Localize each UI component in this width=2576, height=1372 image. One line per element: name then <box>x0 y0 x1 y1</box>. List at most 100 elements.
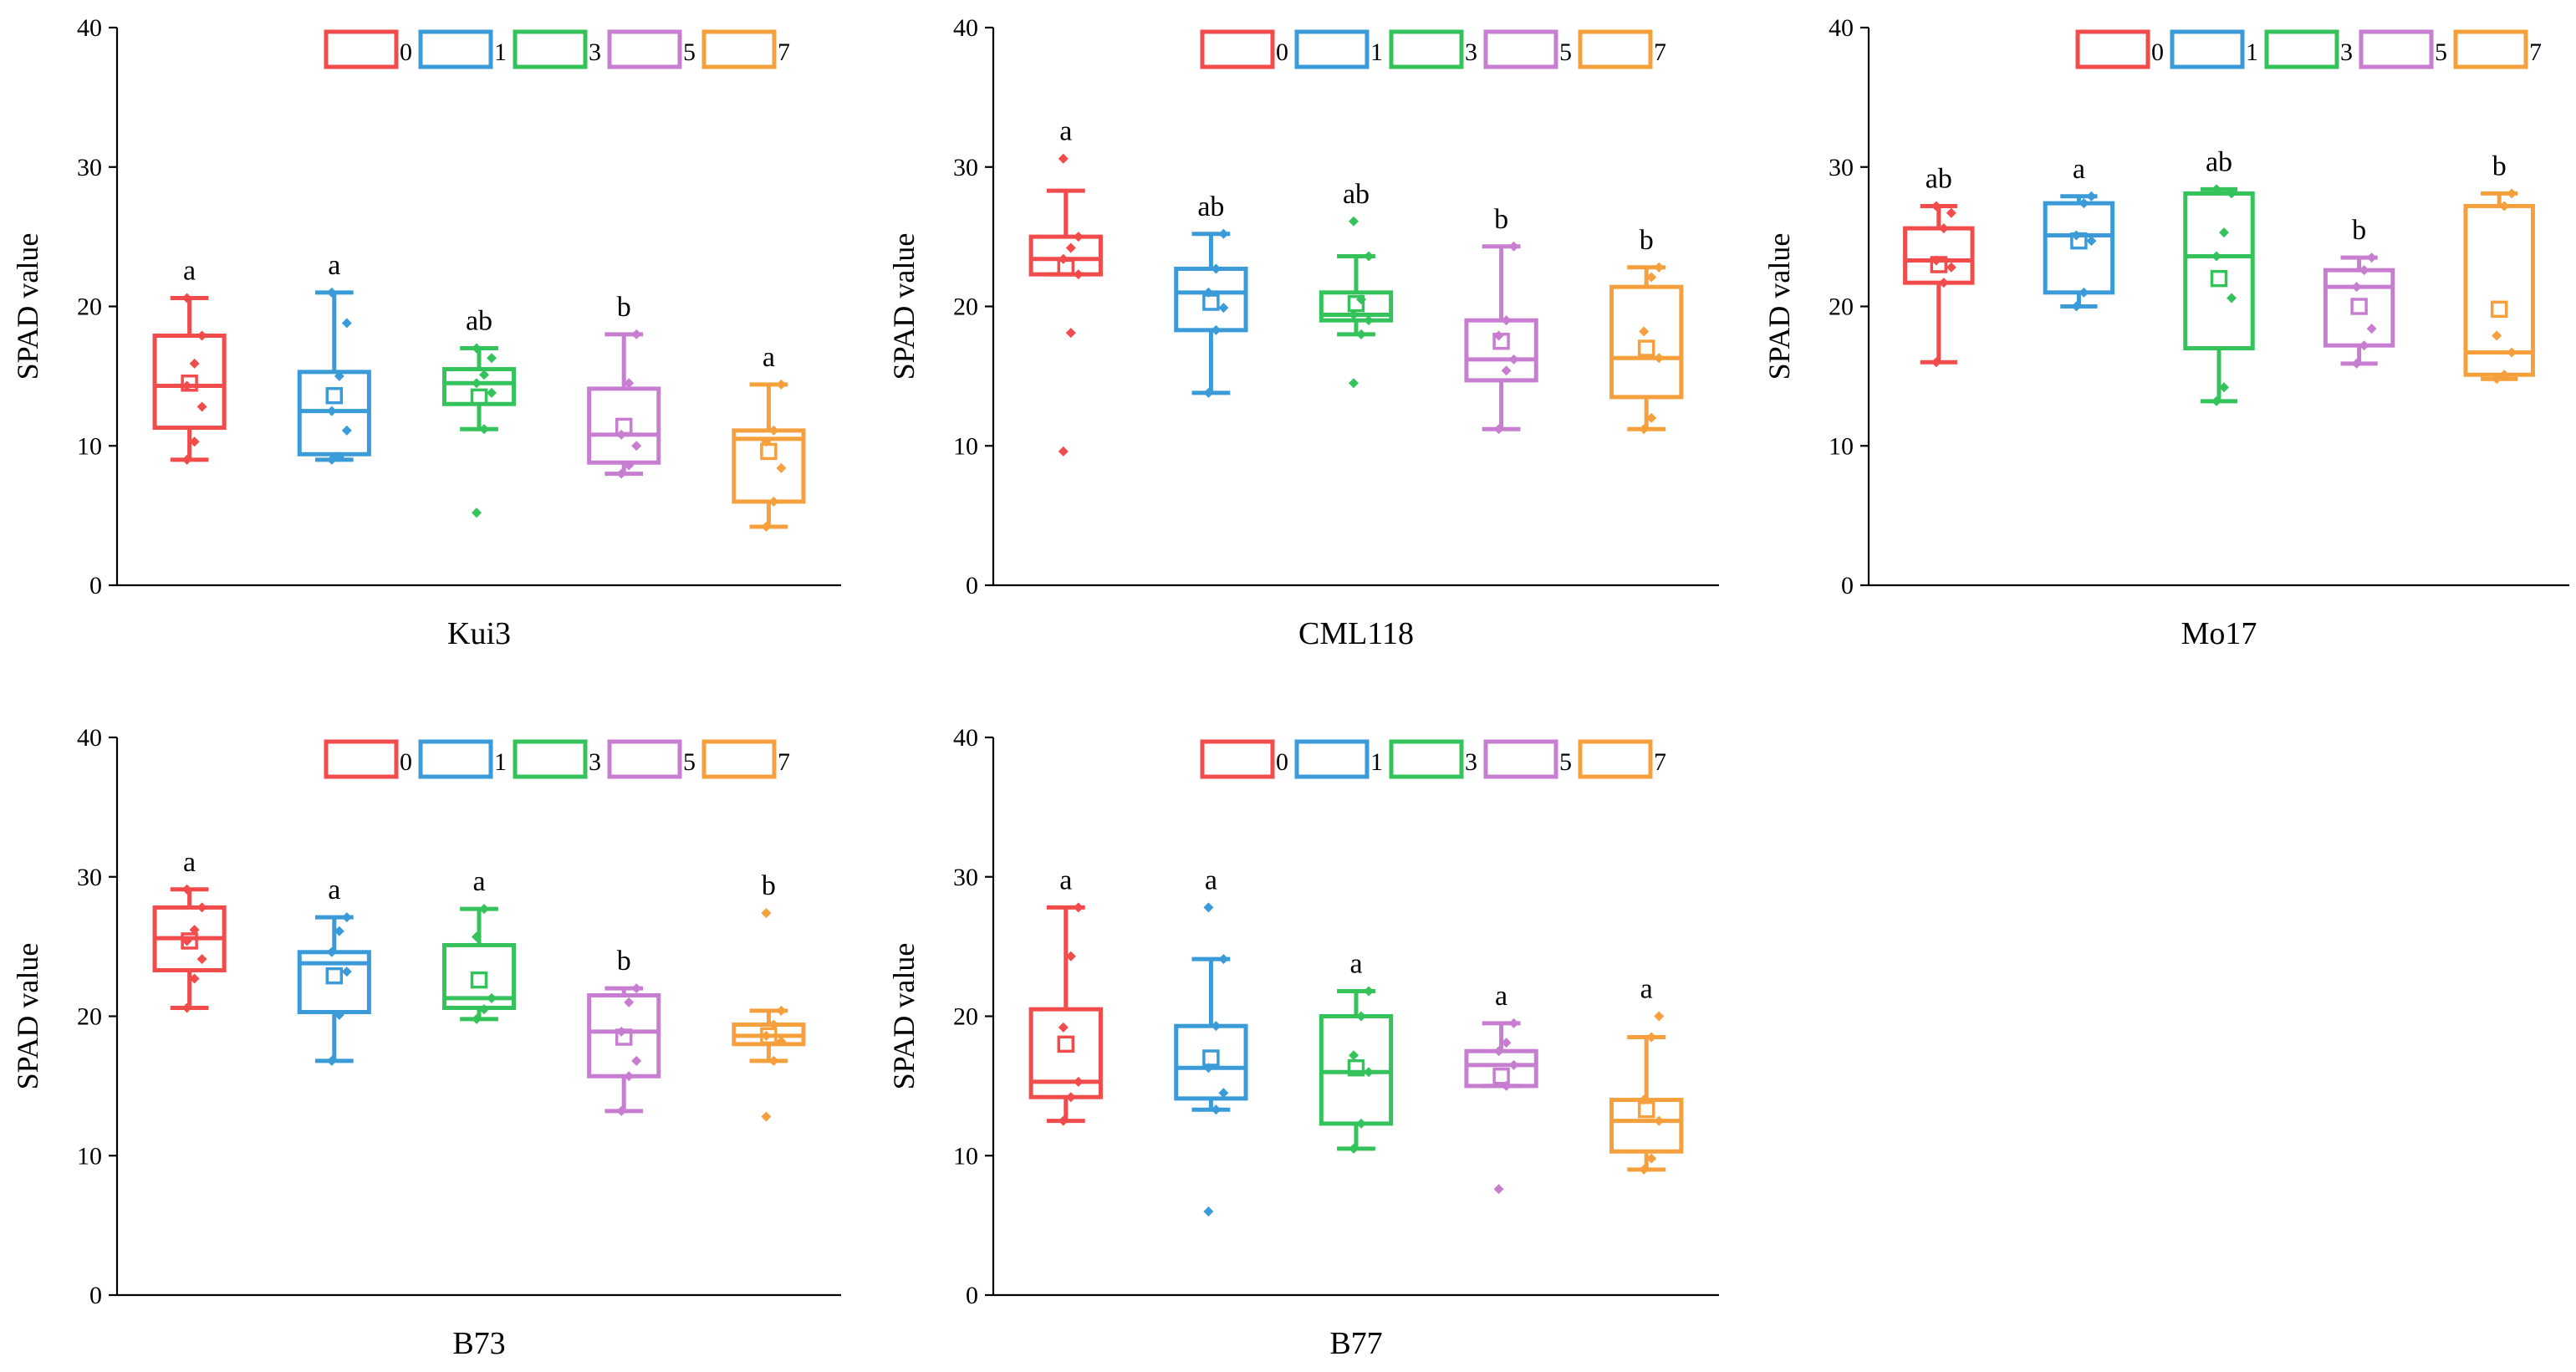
significance-letter: a <box>1059 116 1072 147</box>
data-point <box>2499 370 2510 380</box>
box-iqr <box>1609 1098 1684 1154</box>
data-point <box>341 967 352 977</box>
mean-marker <box>1637 339 1655 357</box>
mean-marker <box>181 932 198 950</box>
legend-swatch <box>1389 739 1464 779</box>
data-point <box>1946 207 1956 218</box>
significance-letter: a <box>328 875 340 905</box>
y-tick-label: 10 <box>77 1142 102 1170</box>
data-point <box>1931 357 1941 368</box>
data-point <box>761 908 772 919</box>
data-point <box>326 1055 337 1066</box>
mean-marker <box>1637 1100 1655 1119</box>
mean-marker <box>2350 298 2368 315</box>
mean-marker <box>2210 269 2228 288</box>
data-point <box>1931 201 1941 212</box>
significance-letter: b <box>762 870 776 901</box>
legend-swatch <box>513 739 588 779</box>
data-point <box>624 1071 635 1082</box>
data-point <box>1364 1067 1374 1078</box>
data-point <box>326 946 337 957</box>
data-point <box>1938 278 1949 288</box>
legend-swatch <box>2453 29 2528 69</box>
y-tick-label: 0 <box>1841 572 1854 599</box>
data-point <box>1073 1076 1084 1087</box>
data-point <box>1654 353 1665 364</box>
data-point <box>334 926 344 936</box>
significance-letter: ab <box>1343 179 1370 210</box>
significance-letter: a <box>1495 981 1507 1012</box>
data-point <box>1646 1032 1657 1043</box>
data-point <box>1218 1088 1229 1099</box>
mean-marker <box>470 971 488 989</box>
legend-swatch <box>1483 739 1558 779</box>
mean-marker <box>760 1027 778 1045</box>
data-point <box>1946 262 1956 273</box>
significance-letter: b <box>1640 225 1654 256</box>
legend-swatch <box>701 29 777 69</box>
legend-swatch <box>2264 29 2339 69</box>
significance-letter: ab <box>1926 163 1952 194</box>
panel-cml118: 0 10 20 30 40 SPAD value CML118 0 1 3 5 7 a ab ab b b <box>887 14 1719 651</box>
data-point <box>341 318 352 329</box>
data-point <box>776 379 787 390</box>
legend-swatch <box>1294 739 1370 779</box>
legend-label: 1 <box>494 748 507 776</box>
data-point <box>1364 251 1374 262</box>
data-point <box>479 904 489 915</box>
data-point <box>768 496 779 507</box>
data-point <box>1211 1021 1222 1032</box>
legend-swatch <box>1578 739 1653 779</box>
legend-swatch <box>701 739 777 779</box>
data-point <box>768 1019 779 1030</box>
significance-letter: a <box>328 250 340 281</box>
legend-swatch <box>2075 29 2150 69</box>
legend-label: 7 <box>778 748 790 776</box>
data-point <box>631 1055 642 1066</box>
mean-marker <box>1347 1058 1365 1077</box>
data-point <box>1654 1115 1665 1126</box>
y-tick-label: 40 <box>953 14 978 42</box>
mean-marker <box>615 1028 633 1046</box>
legend-swatch <box>418 739 493 779</box>
data-point <box>624 997 635 1007</box>
data-point <box>1218 954 1229 965</box>
legend-label: 5 <box>1559 748 1572 776</box>
y-tick-label: 10 <box>1829 432 1854 460</box>
y-axis-label: SPAD value <box>11 233 44 380</box>
box-iqr <box>1174 1023 1248 1101</box>
data-point <box>487 353 497 364</box>
mean-marker <box>325 386 344 405</box>
data-point <box>631 441 642 451</box>
legend-label: 0 <box>1276 748 1288 776</box>
legend-label: 3 <box>589 748 601 776</box>
mean-marker <box>760 442 778 461</box>
legend-swatch <box>1389 29 1464 69</box>
box-iqr <box>441 367 517 406</box>
data-point <box>2492 330 2502 341</box>
data-point <box>1218 228 1229 239</box>
mean-marker <box>2490 300 2508 319</box>
data-point <box>341 425 352 436</box>
data-point <box>472 343 482 354</box>
significance-letter: a <box>2073 154 2085 185</box>
x-axis-label: B73 <box>452 1326 505 1361</box>
data-point <box>334 451 344 462</box>
legend-label: 7 <box>2529 38 2542 66</box>
data-point <box>181 884 192 895</box>
data-point <box>1508 241 1519 252</box>
data-point <box>2507 347 2517 358</box>
legend-label: 0 <box>1276 38 1288 66</box>
data-point <box>181 936 192 946</box>
panel-b77: 0 10 20 30 40 SPAD value B77 0 1 3 5 7 a a a a a <box>887 724 1719 1361</box>
data-point <box>1073 269 1084 280</box>
box-iqr <box>1464 318 1538 383</box>
significance-letter: a <box>183 847 196 878</box>
data-point <box>1493 424 1504 435</box>
box-iqr <box>1174 266 1248 333</box>
data-point <box>2351 358 2362 369</box>
legend-swatch <box>607 29 682 69</box>
data-point <box>1654 1011 1665 1022</box>
y-tick-label: 20 <box>953 1003 978 1031</box>
legend-label: 0 <box>2151 38 2164 66</box>
